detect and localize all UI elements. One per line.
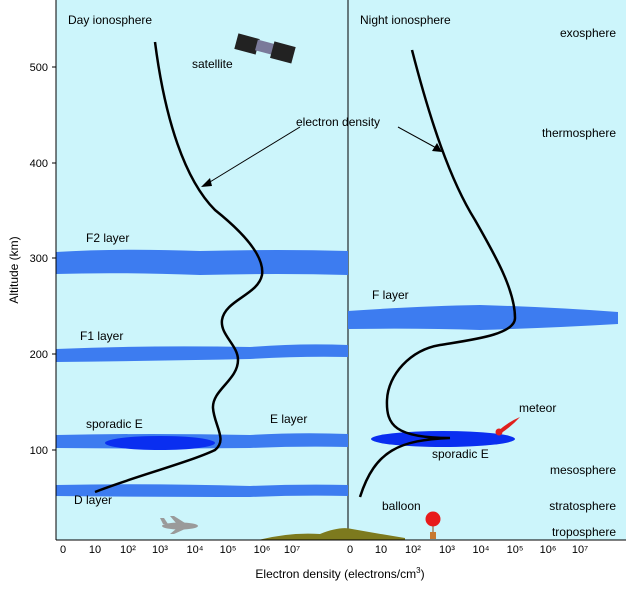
satellite-label: satellite xyxy=(192,57,233,71)
y-tick-label: 500 xyxy=(30,62,48,74)
x-tick-label: 10⁷ xyxy=(284,544,300,556)
f-layer-night-label: F layer xyxy=(372,288,409,302)
x-tick-label: 10⁴ xyxy=(473,544,490,556)
sporadic-e-night-label: sporadic E xyxy=(432,447,489,461)
stratosphere-label: stratosphere xyxy=(549,499,616,513)
exosphere-label: exosphere xyxy=(560,26,616,40)
balloon-icon xyxy=(425,511,441,539)
x-tick-label: 10⁵ xyxy=(220,544,237,556)
troposphere-label: troposphere xyxy=(552,525,616,539)
ground xyxy=(258,528,405,540)
f-layer-night-band xyxy=(348,305,618,330)
meteor-label: meteor xyxy=(519,401,556,415)
night-panel-title: Night ionosphere xyxy=(360,13,451,27)
x-tick-label: 10⁷ xyxy=(572,544,588,556)
x-tick-label: 10 xyxy=(375,544,387,556)
x-tick-label: 10² xyxy=(405,544,421,556)
x-tick-label: 10⁵ xyxy=(507,544,524,556)
sporadic-e-day-label: sporadic E xyxy=(86,417,143,431)
night-electron-density-curve xyxy=(358,49,517,498)
y-tick-label: 200 xyxy=(30,349,48,361)
x-tick-label: 10⁶ xyxy=(540,544,557,556)
satellite-icon xyxy=(234,33,296,64)
airplane-icon xyxy=(160,516,198,534)
x-tick-label: 0 xyxy=(347,544,353,556)
thermosphere-label: thermosphere xyxy=(542,126,616,140)
y-tick-label: 100 xyxy=(30,445,48,457)
x-tick-label: 10⁴ xyxy=(187,544,204,556)
x-tick-label: 10³ xyxy=(439,544,455,556)
f2-layer-label: F2 layer xyxy=(86,231,129,245)
meteor-icon xyxy=(495,417,520,436)
y-tick-label: 400 xyxy=(30,158,48,170)
x-axis-title-main: Electron density (electrons/cm xyxy=(255,567,416,581)
electron-density-label: electron density xyxy=(296,115,380,129)
x-tick-label: 10 xyxy=(89,544,101,556)
x-tick-label: 10⁶ xyxy=(254,544,271,556)
day-electron-density-curve xyxy=(94,41,264,494)
e-layer-label: E layer xyxy=(270,412,307,426)
electron-density-arrowhead-day xyxy=(201,178,212,187)
y-axis-title: Altitude (km) xyxy=(7,236,21,303)
x-axis-title: Electron density (electrons/cm3) xyxy=(255,566,424,581)
x-axis-title-end: ) xyxy=(421,567,425,581)
electron-density-arrow-night xyxy=(397,126,441,151)
x-tick-label: 0 xyxy=(60,544,66,556)
balloon-label: balloon xyxy=(382,499,421,513)
electron-density-arrowhead-night xyxy=(432,143,442,152)
d-layer-band xyxy=(56,484,348,497)
x-tick-label: 10² xyxy=(120,544,136,556)
sporadic-e-day-patch xyxy=(105,436,215,450)
x-axis-title-sup: 3 xyxy=(416,566,421,575)
y-tick-label: 300 xyxy=(30,253,48,265)
day-panel-title: Day ionosphere xyxy=(68,13,152,27)
electron-density-arrow-day xyxy=(204,126,301,186)
x-tick-label: 10³ xyxy=(152,544,168,556)
mesosphere-label: mesosphere xyxy=(550,463,616,477)
f2-layer-band xyxy=(56,249,348,275)
f1-layer-label: F1 layer xyxy=(80,329,123,343)
d-layer-label: D layer xyxy=(74,493,112,507)
f1-layer-band xyxy=(56,344,348,362)
